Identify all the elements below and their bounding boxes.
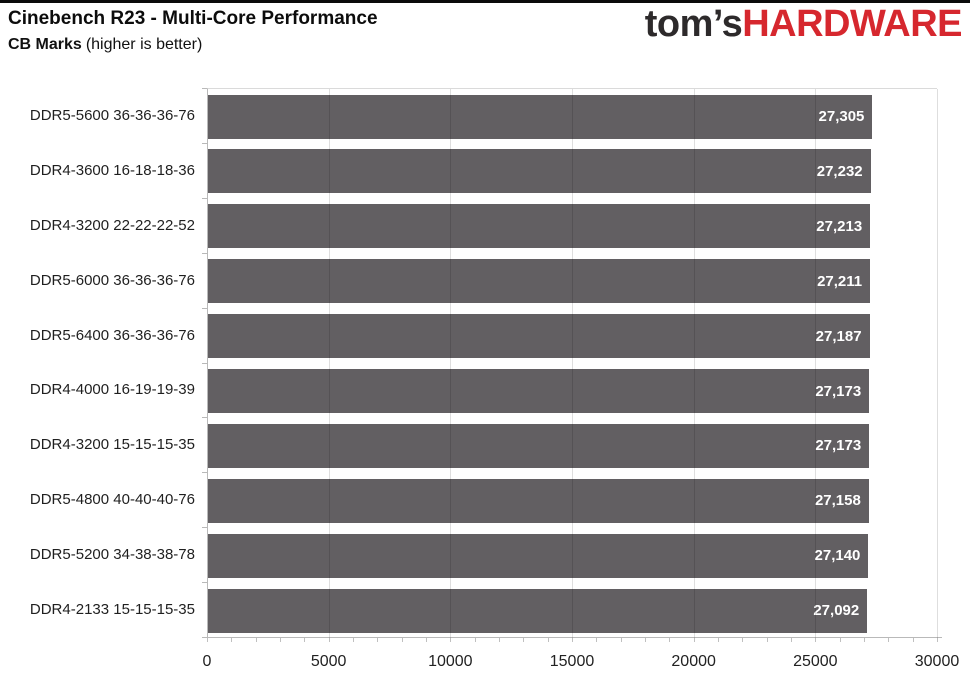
x-minor-tick (572, 638, 573, 642)
category-label: DDR4-4000 16-19-19-39 (29, 381, 195, 399)
x-minor-tick (377, 638, 379, 642)
x-gridline (328, 89, 330, 638)
plot-area: 27,305 27,232 27,213 27,211 27,187 27,173 27,1… (207, 88, 938, 638)
bar: 27,213 (208, 204, 871, 249)
bar-value-label: 27,232 (816, 162, 863, 180)
category-boundary-tick (202, 472, 207, 474)
category-boundary-tick (202, 88, 207, 89)
x-minor-tick (450, 638, 452, 642)
bar-value-label: 27,173 (815, 382, 862, 400)
bar: 27,173 (208, 369, 870, 413)
x-minor-tick (791, 638, 792, 642)
category-boundary-tick (202, 252, 207, 254)
chart-subtitle-note: (higher is better) (85, 36, 203, 53)
x-minor-tick (401, 638, 403, 642)
x-minor-tick (547, 638, 549, 642)
category-label: DDR5-6400 36-36-36-76 (29, 326, 195, 344)
x-minor-tick (280, 638, 281, 642)
x-tick-label: 15000 (549, 653, 595, 670)
x-minor-tick (742, 638, 744, 642)
x-gridline (693, 89, 695, 638)
category-boundary-tick (202, 142, 207, 144)
bar: 27,173 (208, 423, 870, 468)
category-boundary-tick (202, 307, 207, 309)
x-minor-tick (693, 638, 695, 642)
x-minor-tick (645, 638, 646, 642)
x-tick-label: 10000 (428, 653, 473, 670)
chart-subtitle-metric: CB Marks (8, 36, 82, 53)
bar-value-label: 27,213 (816, 217, 863, 235)
x-minor-tick (328, 638, 330, 642)
bar: 27,211 (208, 259, 871, 304)
x-minor-tick (231, 638, 233, 642)
category-label: DDR4-3600 16-18-18-36 (29, 161, 195, 179)
category-boundary-tick (202, 637, 207, 638)
x-minor-tick (499, 638, 500, 642)
category-label: DDR5-5200 34-38-38-78 (29, 546, 195, 564)
bar: 27,158 (208, 478, 869, 523)
chart-title: Cinebench R23 - Multi-Core Performance (8, 8, 378, 29)
x-minor-tick (207, 638, 208, 642)
bar-value-label: 27,092 (813, 602, 860, 620)
x-minor-tick (426, 638, 427, 642)
bar-value-label: 27,305 (818, 108, 865, 125)
x-tick-label: 30000 (914, 653, 960, 670)
category-label: DDR4-3200 15-15-15-35 (29, 436, 195, 454)
x-minor-tick (620, 638, 622, 642)
x-minor-tick (474, 638, 476, 642)
x-minor-tick (669, 638, 671, 642)
x-gridline (450, 89, 452, 638)
x-minor-tick (839, 638, 841, 642)
x-tick-label: 20000 (671, 653, 716, 670)
x-tick-label: 0 (202, 653, 212, 670)
bar-value-label: 27,140 (814, 547, 861, 565)
x-minor-tick (937, 638, 938, 642)
x-axis-line (202, 637, 942, 638)
x-gridline (815, 89, 817, 638)
x-minor-tick (888, 638, 890, 642)
x-minor-tick (523, 638, 525, 642)
x-minor-tick (766, 638, 768, 642)
category-boundary-tick (202, 362, 207, 364)
category-label: DDR4-2133 15-15-15-35 (29, 601, 195, 619)
x-gridline (937, 89, 938, 638)
category-label: DDR5-4800 40-40-40-76 (29, 491, 195, 509)
x-minor-tick (815, 638, 817, 642)
x-tick-label: 5000 (310, 653, 347, 670)
x-gridline (572, 89, 573, 638)
x-minor-tick (912, 638, 914, 642)
x-tick-label: 25000 (793, 653, 838, 670)
bar: 27,140 (208, 533, 869, 578)
x-minor-tick (718, 638, 719, 642)
top-border (0, 0, 970, 3)
chart-subtitle: CB Marks (higher is better) (8, 36, 202, 54)
category-label: DDR4-3200 22-22-22-52 (29, 216, 195, 234)
x-minor-tick (304, 638, 306, 642)
toms-hardware-logo: tom’sHARDWARE (644, 3, 963, 45)
category-label: DDR5-5600 36-36-36-76 (29, 106, 195, 124)
category-label: DDR5-6000 36-36-36-76 (29, 271, 195, 289)
bar-value-label: 27,187 (815, 327, 862, 345)
x-minor-tick (353, 638, 354, 642)
category-boundary-tick (202, 417, 207, 419)
x-minor-tick (596, 638, 598, 642)
logo-hardware-text: HARDWARE (742, 3, 962, 45)
bar-value-label: 27,211 (817, 272, 863, 290)
bar: 27,305 (208, 94, 873, 139)
category-boundary-tick (202, 197, 207, 199)
bar: 27,232 (208, 149, 871, 194)
bar: 27,092 (208, 588, 868, 633)
x-minor-tick (255, 638, 257, 642)
bar: 27,187 (208, 314, 870, 359)
bar-value-label: 27,158 (814, 492, 861, 510)
category-boundary-tick (202, 527, 207, 529)
logo-toms-text: tom’s (644, 3, 743, 45)
category-boundary-tick (202, 582, 207, 584)
bar-value-label: 27,173 (815, 437, 862, 455)
x-minor-tick (864, 638, 865, 642)
